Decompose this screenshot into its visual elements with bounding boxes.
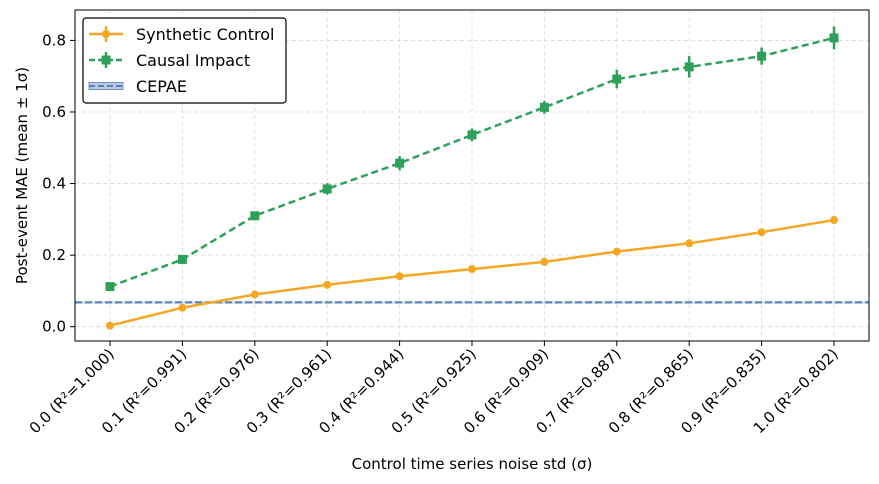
y-axis-label: Post-event MAE (mean ± 1σ) xyxy=(13,67,31,284)
data-point xyxy=(539,102,549,112)
y-tick-label: 0.8 xyxy=(42,31,66,49)
data-point xyxy=(395,272,404,281)
legend-swatch-marker xyxy=(102,30,110,38)
legend-item: Synthetic Control xyxy=(89,25,274,44)
data-point xyxy=(830,216,838,225)
legend-label: CEPAE xyxy=(136,77,187,96)
legend-item: CEPAE xyxy=(88,77,187,96)
data-point xyxy=(322,184,332,194)
data-point xyxy=(250,211,260,221)
legend-label: Causal Impact xyxy=(136,51,250,70)
y-tick-label: 0.0 xyxy=(42,318,66,336)
data-point xyxy=(612,247,621,256)
data-point xyxy=(684,62,694,72)
series-0 xyxy=(106,216,838,330)
grid xyxy=(75,10,869,341)
data-point xyxy=(250,290,259,299)
series-line xyxy=(109,36,835,288)
data-point xyxy=(829,33,839,43)
data-point xyxy=(757,51,767,61)
data-point xyxy=(468,265,476,274)
data-point xyxy=(685,239,694,248)
x-axis-label: Control time series noise std (σ) xyxy=(352,455,593,473)
data-point xyxy=(540,257,549,266)
data-point xyxy=(467,130,477,140)
legend-label: Synthetic Control xyxy=(136,25,274,44)
y-tick-label: 0.4 xyxy=(42,175,66,193)
series xyxy=(105,26,839,330)
legend-item: Causal Impact xyxy=(89,51,250,70)
data-point xyxy=(177,254,187,264)
reference-lines xyxy=(75,300,869,304)
legend-box xyxy=(82,17,287,104)
data-point xyxy=(612,74,622,84)
y-tick-label: 0.6 xyxy=(42,103,66,121)
data-point xyxy=(106,321,114,330)
y-tick-label: 0.2 xyxy=(42,246,66,264)
data-point xyxy=(395,158,405,168)
series-1 xyxy=(105,26,839,292)
data-point xyxy=(105,282,115,292)
legend-swatch-marker xyxy=(101,55,111,65)
legend: Synthetic Control Causal Impact CEPAE xyxy=(82,17,287,104)
data-point xyxy=(323,280,332,289)
data-point xyxy=(757,228,766,237)
data-point xyxy=(178,303,187,312)
reference-band xyxy=(75,300,869,304)
